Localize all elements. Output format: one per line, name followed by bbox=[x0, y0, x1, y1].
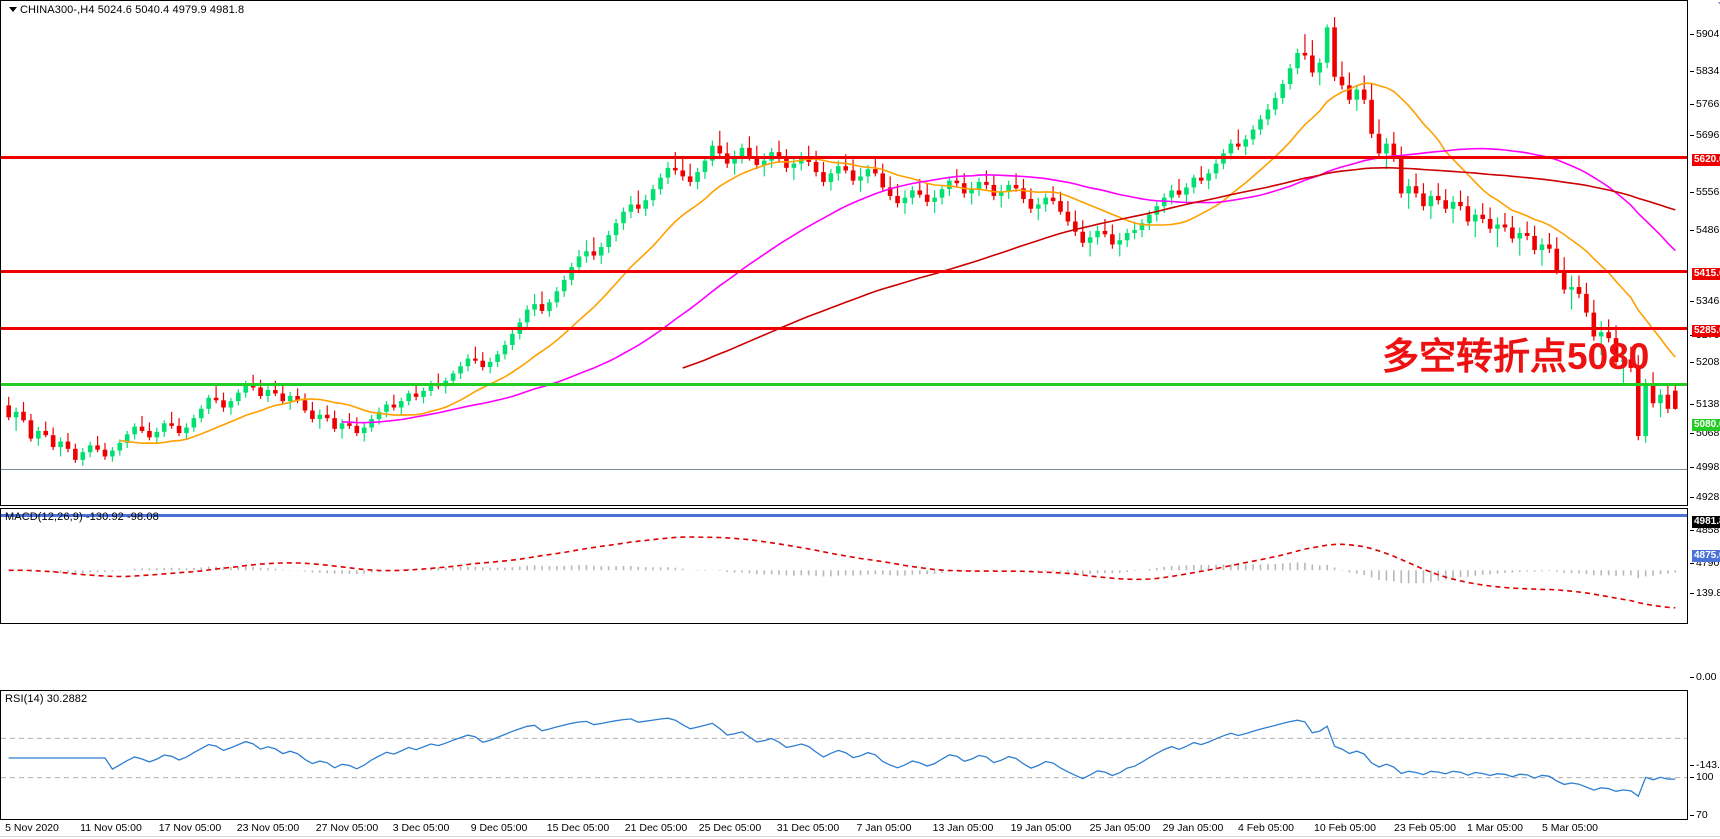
axis-tick bbox=[1690, 777, 1694, 778]
price-scale-highlight-label[interactable]: 4981.8 bbox=[1692, 516, 1720, 528]
time-axis-label: 29 Jan 05:00 bbox=[1162, 822, 1224, 834]
price-scale-label: 4928.0 bbox=[1696, 491, 1720, 503]
price-scale-label: 5346.0 bbox=[1696, 295, 1720, 307]
axis-tick bbox=[1690, 563, 1694, 564]
axis-tick bbox=[1690, 71, 1694, 72]
axis-tick bbox=[1690, 530, 1694, 531]
axis-tick bbox=[1690, 765, 1694, 766]
macd-panel[interactable]: MACD(12,26,9) -130.92 -98.08 bbox=[0, 508, 1688, 624]
time-axis-label: 25 Jan 05:00 bbox=[1089, 822, 1151, 834]
scroll-marker-icon[interactable] bbox=[1718, 2, 1720, 8]
axis-tick bbox=[1690, 593, 1694, 594]
price-scale-highlight-label[interactable]: 5080.0 bbox=[1692, 419, 1720, 431]
rsi-series-layer bbox=[1, 717, 1687, 798]
time-axis-label: 13 Jan 05:00 bbox=[932, 822, 994, 834]
macd-legend: MACD(12,26,9) -130.92 -98.08 bbox=[5, 511, 159, 523]
time-axis-label: 15 Dec 05:00 bbox=[546, 822, 610, 834]
axis-tick bbox=[1690, 497, 1694, 498]
time-axis-label: 21 Dec 05:00 bbox=[624, 822, 688, 834]
level-line-5080[interactable] bbox=[1, 383, 1687, 386]
time-axis-label: 25 Dec 05:00 bbox=[698, 822, 762, 834]
price-scale-label: 5696.0 bbox=[1696, 129, 1720, 141]
price-scale-highlight-label[interactable]: 5285.0 bbox=[1692, 325, 1720, 337]
price-scale-label: 5766.0 bbox=[1696, 98, 1720, 110]
price-scale-label: 100 bbox=[1696, 771, 1714, 783]
time-axis-label: 4 Feb 05:00 bbox=[1237, 822, 1295, 834]
axis-tick bbox=[1690, 192, 1694, 193]
price-candles-layer bbox=[6, 17, 1678, 466]
rsi-plot-area bbox=[1, 691, 1687, 819]
price-scale-label: -143.82 bbox=[1696, 759, 1720, 771]
axis-tick bbox=[1690, 230, 1694, 231]
time-axis-label: 10 Feb 05:00 bbox=[1314, 822, 1376, 834]
time-axis-label: 31 Dec 05:00 bbox=[776, 822, 840, 834]
price-scale-label: 5834.0 bbox=[1696, 65, 1720, 77]
price-scale-axis[interactable]: 5904.0 5834.0 5766.0 5696.0 5556.0 5486.0 5346… bbox=[1690, 0, 1720, 839]
time-axis-label: 1 Mar 05:00 bbox=[1466, 822, 1524, 834]
price-chart-panel[interactable]: CHINA300-,H4 5024.6 5040.4 4979.9 4981.8 bbox=[0, 0, 1688, 517]
price-scale-highlight-label[interactable]: 4875.0 bbox=[1692, 550, 1720, 562]
price-scale-label: 5486.0 bbox=[1696, 224, 1720, 236]
time-axis-label: 7 Jan 05:00 bbox=[856, 822, 912, 834]
macd-plot-area bbox=[1, 509, 1687, 623]
axis-tick bbox=[1690, 301, 1694, 302]
time-axis[interactable]: 5 Nov 2020 11 Nov 05:00 17 Nov 05:00 23 Nov… bbox=[0, 820, 1688, 839]
price-plot-area[interactable] bbox=[1, 1, 1687, 505]
symbol-ohlc-text: CHINA300-,H4 5024.6 5040.4 4979.9 4981.8 bbox=[20, 4, 245, 16]
bottom-divider bbox=[0, 836, 1720, 837]
level-line-4875[interactable] bbox=[1, 514, 1687, 517]
chevron-down-icon[interactable] bbox=[9, 7, 17, 12]
time-axis-label: 3 Dec 05:00 bbox=[392, 822, 450, 834]
price-scale-highlight-label[interactable]: 5620.0 bbox=[1692, 154, 1720, 166]
axis-tick bbox=[1690, 34, 1694, 35]
rsi-panel[interactable]: RSI(14) 30.2882 bbox=[0, 690, 1688, 820]
time-axis-label: 5 Mar 05:00 bbox=[1541, 822, 1599, 834]
price-scale-label: 0.00 bbox=[1696, 671, 1717, 683]
price-scale-label: 5208.0 bbox=[1696, 356, 1720, 368]
price-scale-label: 5068.0 bbox=[1696, 427, 1720, 439]
level-line-5415[interactable] bbox=[1, 270, 1687, 273]
symbol-legend: CHINA300-,H4 5024.6 5040.4 4979.9 4981.8 bbox=[9, 4, 244, 16]
price-scale-label: 5904.0 bbox=[1696, 28, 1720, 40]
macd-series-layer bbox=[8, 536, 1677, 609]
axis-tick bbox=[1690, 467, 1694, 468]
axis-tick bbox=[1690, 135, 1694, 136]
level-line-5620[interactable] bbox=[1, 156, 1687, 159]
price-scale-label: 5556.0 bbox=[1696, 186, 1720, 198]
time-axis-label: 17 Nov 05:00 bbox=[158, 822, 222, 834]
price-scale-label: 4790.0 bbox=[1696, 557, 1720, 569]
axis-tick bbox=[1690, 362, 1694, 363]
price-scale-label: 4998.0 bbox=[1696, 461, 1720, 473]
time-axis-label: 9 Dec 05:00 bbox=[470, 822, 528, 834]
time-axis-label: 19 Jan 05:00 bbox=[1010, 822, 1072, 834]
time-axis-label: 11 Nov 05:00 bbox=[80, 822, 142, 834]
current-price-line bbox=[1, 469, 1687, 470]
axis-tick bbox=[1690, 677, 1694, 678]
time-axis-label: 5 Nov 2020 bbox=[5, 822, 59, 834]
price-scale-label: 139.86 bbox=[1696, 587, 1720, 599]
axis-tick bbox=[1690, 433, 1694, 434]
axis-tick bbox=[1690, 815, 1694, 816]
time-axis-label: 23 Nov 05:00 bbox=[236, 822, 300, 834]
price-scale-highlight-label[interactable]: 5415.0 bbox=[1692, 268, 1720, 280]
chart-annotation-text: 多空转折点5080 bbox=[1382, 336, 1650, 377]
price-scale-label: 5138.0 bbox=[1696, 398, 1720, 410]
time-axis-label: 27 Nov 05:00 bbox=[315, 822, 379, 834]
axis-tick bbox=[1690, 404, 1694, 405]
level-line-5285[interactable] bbox=[1, 327, 1687, 330]
axis-tick bbox=[1690, 104, 1694, 105]
time-axis-label: 23 Feb 05:00 bbox=[1394, 822, 1456, 834]
rsi-legend: RSI(14) 30.2882 bbox=[5, 693, 88, 705]
price-scale-label: 4858.0 bbox=[1696, 524, 1720, 536]
price-scale-label: 70 bbox=[1696, 809, 1708, 821]
